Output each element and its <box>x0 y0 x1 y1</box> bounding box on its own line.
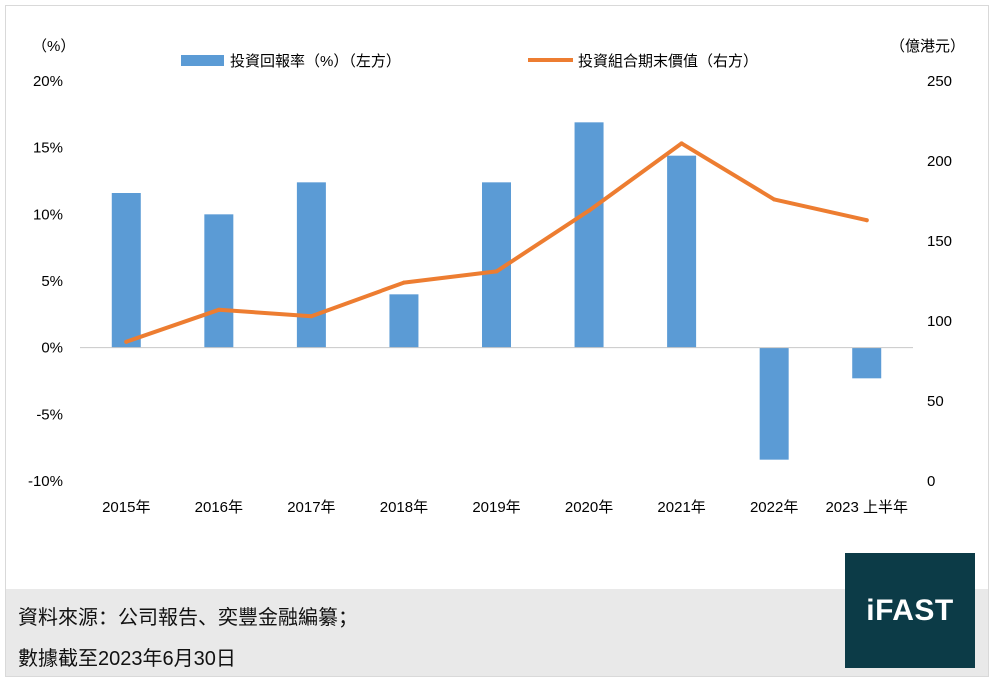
legend-label-bar: 投資回報率（%）（左方） <box>230 53 401 70</box>
left-tick-label: 0% <box>41 340 63 357</box>
right-tick-label: 50 <box>927 393 944 410</box>
category-label: 2019年 <box>472 499 520 516</box>
left-tick-label: 20% <box>33 73 63 90</box>
bar-return <box>574 122 604 348</box>
line-point <box>309 314 314 319</box>
category-label: 2017年 <box>287 499 335 516</box>
line-point <box>864 218 869 223</box>
line-point <box>494 269 499 274</box>
data-date-note: 數據截至2023年6月30日 <box>18 648 236 670</box>
line-point <box>216 307 221 312</box>
line-point <box>772 197 777 202</box>
legend-swatch-bar <box>181 55 224 66</box>
left-tick-label: 5% <box>41 273 63 290</box>
left-tick-label: 15% <box>33 140 63 157</box>
bar-return <box>667 155 697 348</box>
left-tick-label: -10% <box>28 473 63 490</box>
right-tick-label: 250 <box>927 73 952 90</box>
bar-return <box>389 294 419 348</box>
line-point <box>124 339 129 344</box>
bar-return <box>204 214 234 348</box>
category-label: 2023 上半年 <box>825 499 908 516</box>
category-label: 2021年 <box>657 499 705 516</box>
left-tick-label: -5% <box>36 406 63 423</box>
bar-return <box>111 193 141 348</box>
footer: 資料來源：公司報告、奕豐金融編纂； 數據截至2023年6月30日 <box>6 589 988 676</box>
bar-return <box>296 182 326 348</box>
right-tick-label: 150 <box>927 233 952 250</box>
bar-return <box>759 347 789 460</box>
category-label: 2020年 <box>565 499 613 516</box>
line-point <box>587 208 592 213</box>
right-tick-label: 0 <box>927 473 935 490</box>
ifast-logo: iFAST <box>845 553 975 668</box>
right-axis-unit: （億港元） <box>890 38 965 55</box>
bar-return <box>852 347 882 379</box>
line-point <box>401 280 406 285</box>
left-tick-label: 10% <box>33 206 63 223</box>
category-label: 2018年 <box>380 499 428 516</box>
source-note: 資料來源：公司報告、奕豐金融編纂； <box>18 607 358 629</box>
legend-label-line: 投資組合期末價值（右方） <box>578 53 758 70</box>
right-tick-label: 200 <box>927 153 952 170</box>
category-label: 2022年 <box>750 499 798 516</box>
category-label: 2016年 <box>195 499 243 516</box>
left-axis-unit: （%） <box>32 38 75 55</box>
line-point <box>679 141 684 146</box>
category-label: 2015年 <box>102 499 150 516</box>
right-tick-label: 100 <box>927 313 952 330</box>
